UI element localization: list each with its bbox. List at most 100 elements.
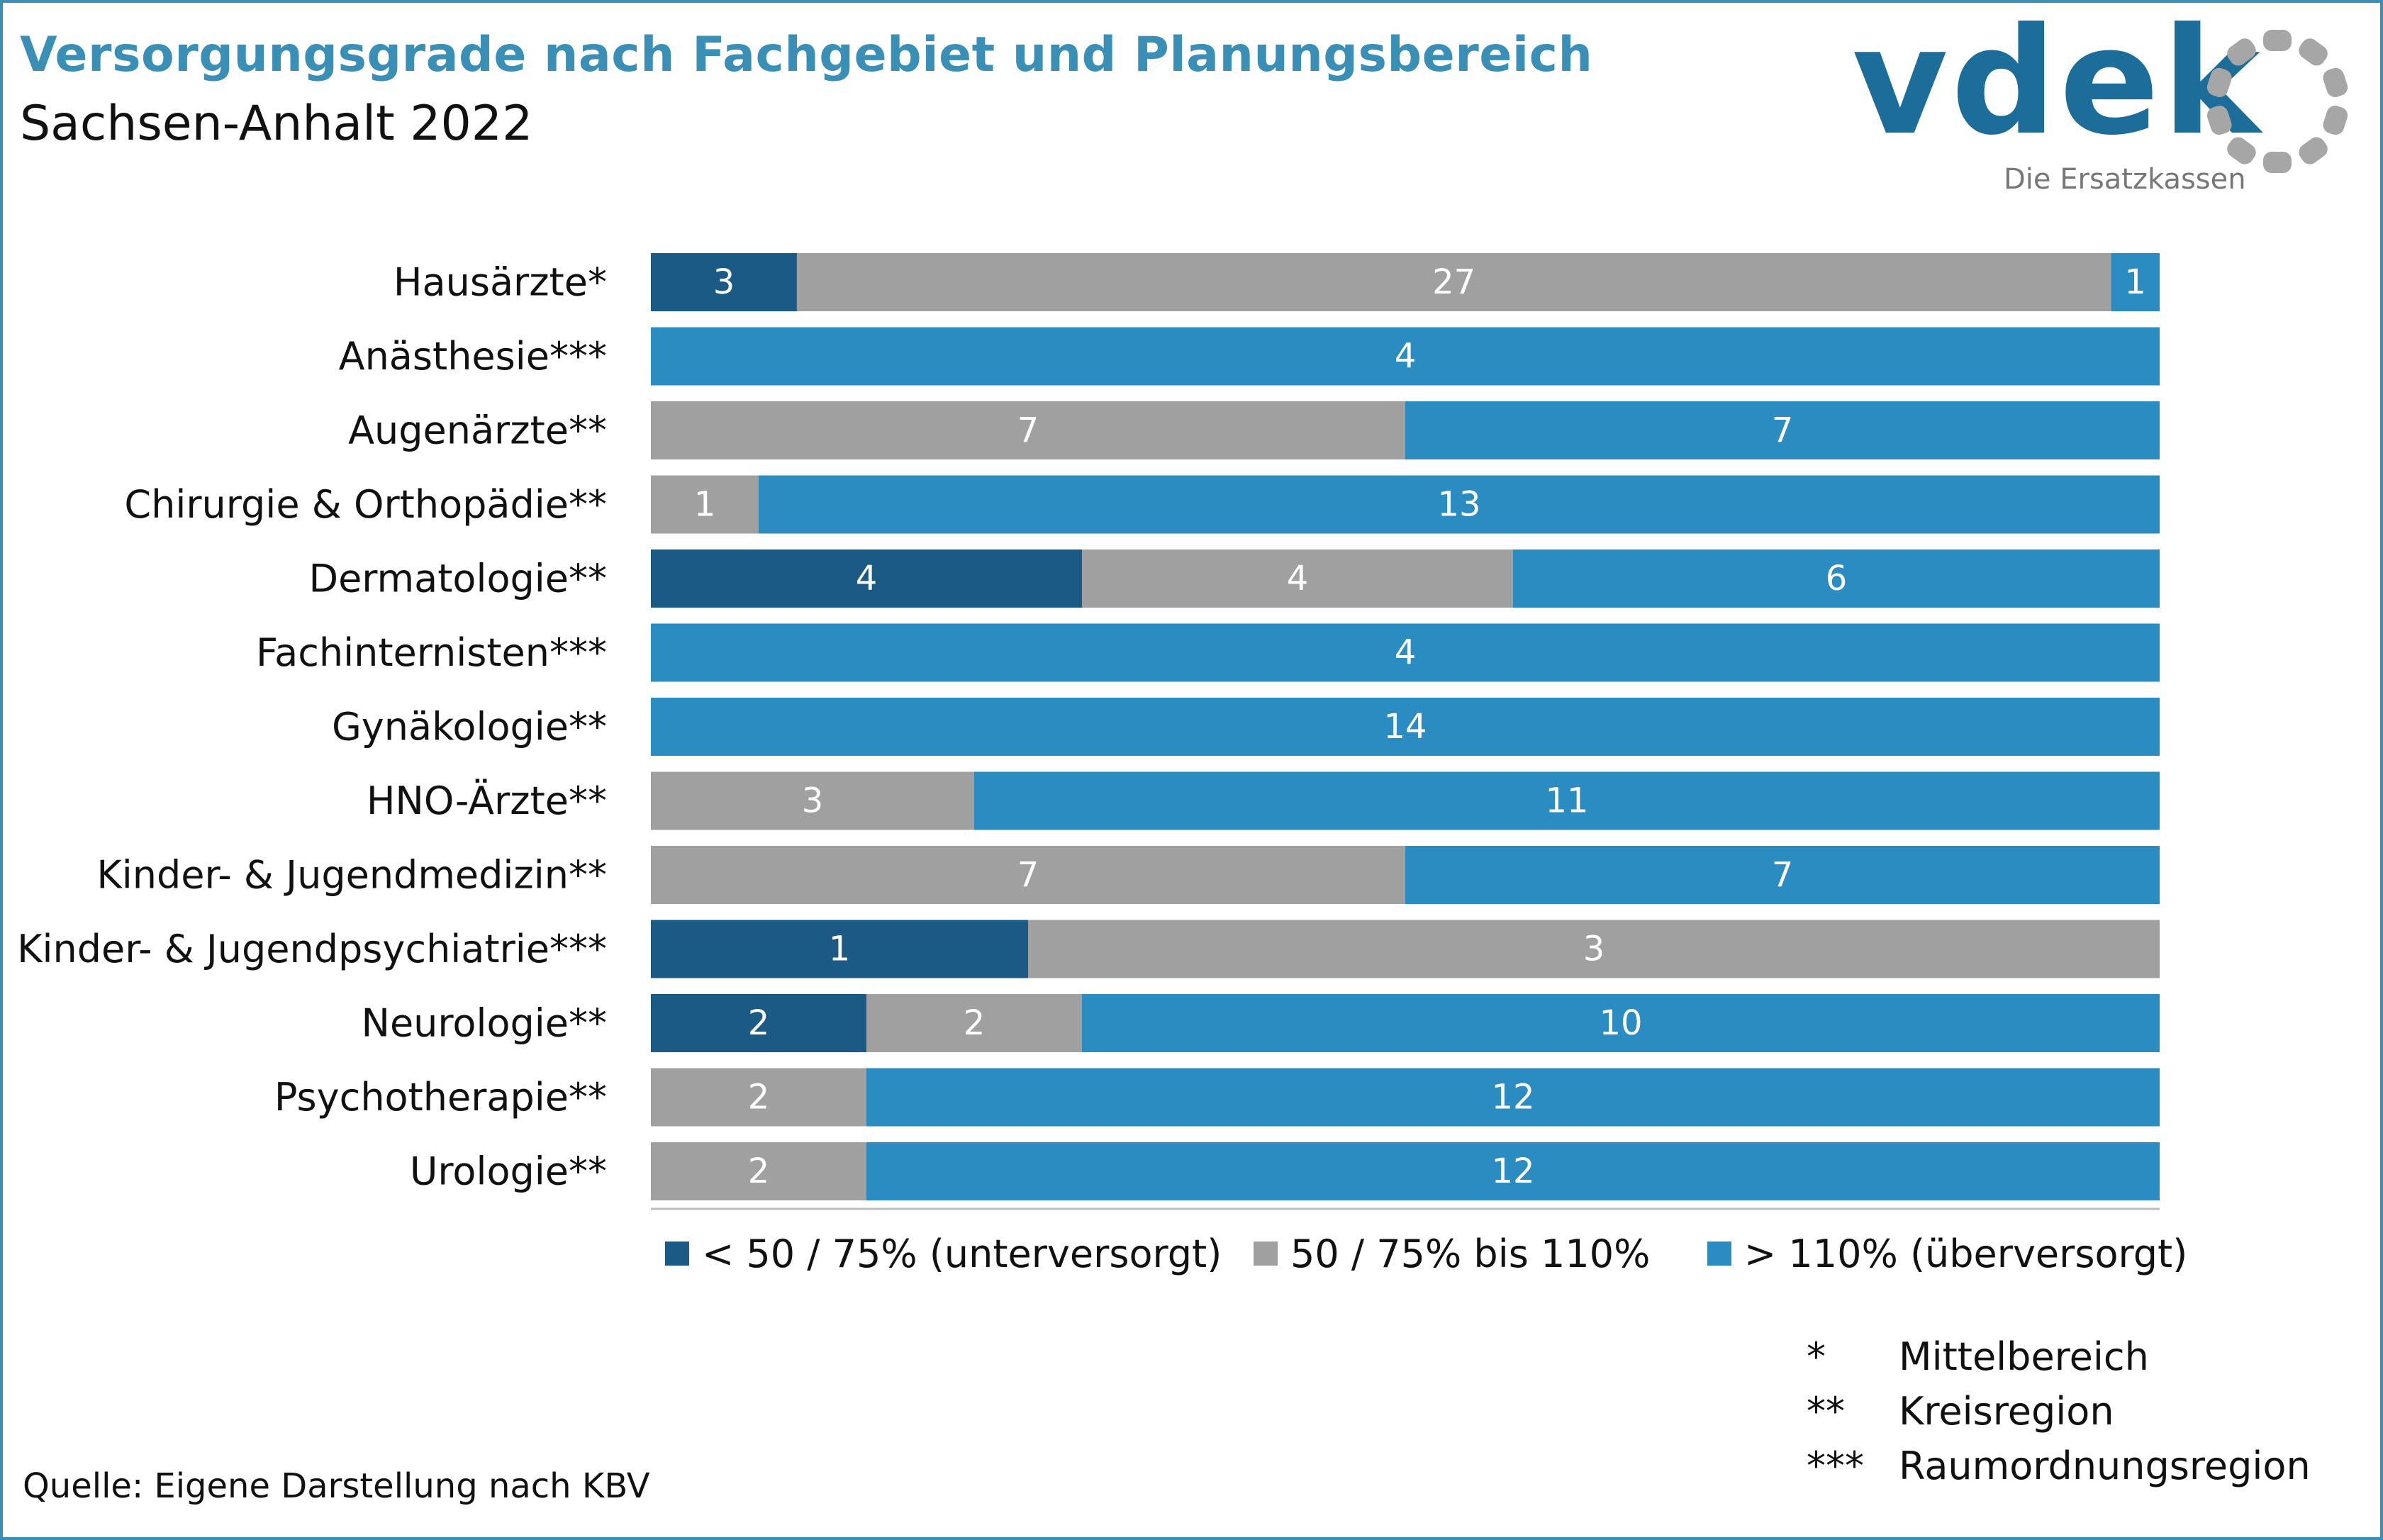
logo-ring-segment [2263, 152, 2292, 173]
bar-segment-regelversorgt [651, 1142, 866, 1200]
data-label: 3 [802, 781, 824, 821]
bar-segment-ueberversorgt [974, 771, 2160, 830]
data-label: 12 [1491, 1151, 1534, 1191]
bar-segment-regelversorgt [866, 994, 1082, 1052]
vdek-logo: vdek Die Ersatzkassen [1842, 9, 2353, 199]
data-label: 1 [2124, 262, 2146, 302]
logo-ring-segment [2263, 30, 2292, 51]
data-label: 14 [1383, 707, 1427, 747]
footnote-row: ** Kreisregion [1807, 1389, 2331, 1444]
bar-segment-ueberversorgt [1405, 846, 2160, 904]
legend-swatch-ueberversorgt [1707, 1242, 1731, 1266]
logo-ring-segment [2299, 137, 2328, 164]
data-label: 2 [748, 1151, 770, 1191]
legend-label-regelversorgt: 50 / 75% bis 110% [1290, 1231, 1651, 1276]
logo-ring-segment [2323, 106, 2348, 135]
logo-tagline: Die Ersatzkassen [2004, 163, 2246, 196]
legend-item-regelversorgt: 50 / 75% bis 110% [1254, 1231, 1650, 1276]
chart-title: Versorgungsgrade nach Fachgebiet und Pla… [20, 27, 1593, 83]
bar-segment-regelversorgt [1028, 920, 2160, 978]
bar-segment-ueberversorgt [651, 623, 2160, 682]
logo-ring-icon [2206, 30, 2348, 173]
logo-ring-segment [2323, 67, 2348, 97]
category-label-augen-rzte: Augenärzte** [348, 408, 607, 453]
logo-ring-segment [2206, 67, 2232, 97]
bar-segment-unterversorgt [651, 253, 797, 311]
data-label: 7 [1772, 411, 1794, 450]
footnote-list: * Mittelbereich ** Kreisregion *** Raumo… [1807, 1334, 2331, 1498]
data-label: 2 [748, 1078, 770, 1117]
bar-segment-ueberversorgt [2111, 253, 2160, 311]
data-label: 13 [1437, 485, 1480, 525]
data-label: 10 [1599, 1003, 1642, 1043]
category-label-psychotherapie: Psychotherapie** [274, 1075, 607, 1120]
bar-segment-ueberversorgt [1082, 994, 2160, 1052]
bar-segment-regelversorgt [796, 253, 2111, 311]
bar-segment-unterversorgt [651, 994, 866, 1052]
footnote-text: Kreisregion [1899, 1389, 2114, 1434]
bar-segment-regelversorgt [1082, 549, 1513, 608]
logo-ring-segment [2206, 106, 2232, 135]
data-label: 2 [964, 1003, 986, 1043]
data-label: 7 [1772, 855, 1794, 895]
category-label-chirurgie-orthop-die: Chirurgie & Orthopädie** [124, 482, 607, 527]
bar-segment-ueberversorgt [1513, 549, 2160, 608]
data-label: 2 [748, 1003, 770, 1043]
legend-item-ueberversorgt: > 110% (überversorgt) [1707, 1231, 2187, 1276]
category-label-an-sthesie: Anästhesie*** [339, 334, 607, 379]
category-label-kinder-jugendpsychiatrie: Kinder- & Jugendpsychiatrie*** [17, 927, 607, 971]
bar-segment-ueberversorgt [1405, 401, 2160, 459]
footnote-text: Mittelbereich [1899, 1334, 2149, 1379]
footnote-row: *** Raumordnungsregion [1807, 1444, 2331, 1498]
data-label: 12 [1491, 1078, 1534, 1117]
data-label: 7 [1017, 855, 1039, 895]
bar-segment-unterversorgt [651, 920, 1028, 978]
legend-item-unterversorgt: < 50 / 75% (unterversorgt) [665, 1231, 1222, 1276]
category-label-kinder-jugendmedizin: Kinder- & Jugendmedizin** [96, 853, 607, 898]
bar-segment-ueberversorgt [759, 475, 2160, 534]
footnote-symbol: ** [1807, 1389, 1845, 1434]
data-label: 4 [1395, 633, 1417, 673]
bar-segment-regelversorgt [651, 846, 1405, 904]
source-note: Quelle: Eigene Darstellung nach KBV [23, 1466, 650, 1506]
data-label: 4 [856, 559, 878, 598]
data-label: 1 [694, 485, 716, 525]
bar-segment-regelversorgt [651, 771, 974, 830]
data-label: 11 [1545, 781, 1588, 821]
bar-segment-ueberversorgt [866, 1068, 2160, 1127]
category-label-urologie: Urologie** [410, 1149, 607, 1194]
bar-segment-ueberversorgt [866, 1142, 2160, 1200]
bar-segment-regelversorgt [651, 401, 1405, 459]
legend-label-unterversorgt: < 50 / 75% (unterversorgt) [702, 1231, 1222, 1276]
logo-wordmark: vdek [1852, 0, 2263, 168]
category-label-gyn-kologie: Gynäkologie** [332, 705, 607, 749]
logo-ring-segment [2227, 38, 2256, 66]
bar-segment-ueberversorgt [651, 327, 2160, 386]
footnote-symbol: * [1807, 1334, 1826, 1379]
category-label-fachinternisten: Fachinternisten*** [256, 630, 607, 675]
data-label: 6 [1826, 559, 1848, 598]
data-label: 3 [713, 262, 735, 302]
category-label-dermatologie: Dermatologie** [308, 557, 607, 601]
chart-subtitle: Sachsen-Anhalt 2022 [20, 96, 533, 152]
data-label: 4 [1287, 559, 1309, 598]
bar-segment-ueberversorgt [651, 698, 2160, 756]
legend-swatch-unterversorgt [665, 1242, 689, 1266]
category-label-hno-rzte: HNO-Ärzte** [367, 779, 607, 823]
data-label: 1 [829, 930, 851, 969]
footnote-text: Raumordnungsregion [1899, 1444, 2311, 1488]
chart-legend: < 50 / 75% (unterversorgt) 50 / 75% bis … [665, 1231, 2187, 1276]
category-label-haus-rzte: Hausärzte* [394, 260, 607, 305]
bar-segment-regelversorgt [651, 1068, 866, 1127]
bar-segment-regelversorgt [651, 475, 759, 534]
data-label: 27 [1432, 262, 1475, 302]
footnote-row: * Mittelbereich [1807, 1334, 2331, 1389]
footnote-symbol: *** [1807, 1444, 1864, 1488]
category-label-neurologie: Neurologie** [362, 1001, 607, 1046]
logo-ring-segment [2227, 137, 2256, 164]
bar-segment-unterversorgt [651, 549, 1082, 608]
legend-label-ueberversorgt: > 110% (überversorgt) [1744, 1231, 2188, 1276]
